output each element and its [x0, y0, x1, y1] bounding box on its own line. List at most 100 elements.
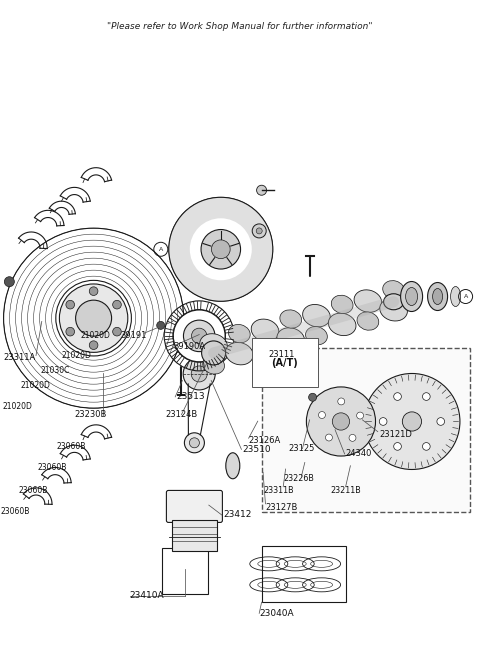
- Ellipse shape: [251, 319, 279, 342]
- Circle shape: [169, 197, 273, 301]
- Circle shape: [192, 328, 207, 344]
- Circle shape: [66, 300, 74, 309]
- Text: 23410A: 23410A: [130, 591, 164, 600]
- Text: 23226B: 23226B: [283, 474, 314, 483]
- Circle shape: [325, 434, 332, 441]
- Circle shape: [319, 411, 325, 419]
- Ellipse shape: [383, 281, 405, 299]
- Circle shape: [4, 277, 14, 287]
- Circle shape: [173, 310, 225, 361]
- Text: 23513: 23513: [177, 392, 205, 401]
- Bar: [171, 520, 217, 551]
- Circle shape: [394, 443, 401, 450]
- Circle shape: [422, 393, 430, 400]
- Text: 23060B: 23060B: [57, 441, 86, 451]
- Circle shape: [252, 224, 266, 238]
- Ellipse shape: [432, 289, 443, 304]
- Text: A: A: [464, 294, 468, 299]
- Text: 23211B: 23211B: [330, 486, 361, 495]
- Circle shape: [309, 394, 317, 401]
- Circle shape: [332, 413, 349, 430]
- Circle shape: [379, 418, 387, 425]
- Ellipse shape: [228, 325, 250, 343]
- Text: (A/T): (A/T): [272, 358, 299, 367]
- Text: 21020D: 21020D: [2, 402, 32, 411]
- Ellipse shape: [280, 310, 301, 328]
- Ellipse shape: [200, 334, 228, 356]
- Ellipse shape: [384, 294, 404, 310]
- Text: 23311B: 23311B: [263, 486, 294, 495]
- Ellipse shape: [302, 304, 330, 327]
- Circle shape: [66, 327, 74, 336]
- Circle shape: [183, 320, 215, 352]
- Text: 23126A: 23126A: [249, 436, 281, 445]
- Ellipse shape: [226, 342, 253, 365]
- Ellipse shape: [406, 287, 418, 306]
- Circle shape: [349, 434, 356, 441]
- Text: 23060B: 23060B: [18, 485, 48, 495]
- Text: 39191: 39191: [120, 331, 146, 340]
- Bar: [262, 546, 346, 602]
- Text: 23125: 23125: [288, 444, 314, 453]
- Circle shape: [60, 284, 128, 352]
- Circle shape: [183, 358, 215, 390]
- Text: 23230B: 23230B: [74, 410, 107, 419]
- Circle shape: [56, 280, 132, 356]
- Circle shape: [113, 300, 121, 309]
- Ellipse shape: [380, 298, 408, 321]
- Circle shape: [184, 433, 204, 453]
- Bar: [262, 348, 470, 512]
- Ellipse shape: [306, 327, 327, 345]
- Text: "Please refer to Work Shop Manual for further information": "Please refer to Work Shop Manual for fu…: [107, 22, 373, 31]
- Ellipse shape: [328, 313, 356, 336]
- Ellipse shape: [226, 453, 240, 479]
- Circle shape: [211, 240, 230, 258]
- Circle shape: [402, 412, 421, 431]
- Text: 39190A: 39190A: [173, 342, 205, 351]
- Text: 21020D: 21020D: [61, 351, 91, 360]
- Ellipse shape: [354, 290, 382, 312]
- Ellipse shape: [451, 287, 461, 306]
- Ellipse shape: [203, 356, 225, 374]
- Circle shape: [256, 228, 262, 234]
- Ellipse shape: [254, 341, 276, 359]
- Text: 23111: 23111: [269, 350, 295, 359]
- Text: 23127B: 23127B: [265, 502, 298, 512]
- Circle shape: [190, 438, 199, 448]
- Text: 23060B: 23060B: [1, 507, 30, 516]
- Text: 23412: 23412: [223, 510, 252, 520]
- Text: 23510: 23510: [242, 445, 271, 454]
- Ellipse shape: [331, 295, 353, 314]
- FancyBboxPatch shape: [167, 491, 222, 522]
- Circle shape: [201, 230, 240, 269]
- Text: 23060B: 23060B: [37, 463, 67, 472]
- Text: A: A: [159, 247, 163, 252]
- Circle shape: [338, 398, 345, 405]
- Circle shape: [357, 412, 363, 419]
- Circle shape: [306, 387, 375, 456]
- Ellipse shape: [428, 283, 447, 310]
- Circle shape: [202, 341, 226, 365]
- Ellipse shape: [357, 312, 379, 330]
- Circle shape: [422, 443, 430, 450]
- Circle shape: [89, 341, 98, 350]
- Circle shape: [257, 185, 266, 195]
- Circle shape: [191, 366, 207, 382]
- Text: 21020D: 21020D: [81, 331, 110, 340]
- Text: 23040A: 23040A: [259, 609, 294, 618]
- Circle shape: [364, 373, 460, 470]
- Ellipse shape: [401, 281, 422, 312]
- Text: 21030C: 21030C: [41, 366, 70, 375]
- Bar: [162, 548, 207, 594]
- Text: 21020D: 21020D: [20, 380, 50, 390]
- Circle shape: [190, 218, 252, 280]
- Text: 24340: 24340: [346, 449, 372, 459]
- Ellipse shape: [277, 328, 305, 350]
- Text: 23311A: 23311A: [4, 353, 36, 362]
- Circle shape: [156, 321, 165, 329]
- Text: 23124B: 23124B: [166, 410, 198, 419]
- Circle shape: [394, 393, 401, 400]
- Circle shape: [113, 327, 121, 336]
- Text: 23121D: 23121D: [379, 430, 412, 439]
- Circle shape: [89, 287, 98, 295]
